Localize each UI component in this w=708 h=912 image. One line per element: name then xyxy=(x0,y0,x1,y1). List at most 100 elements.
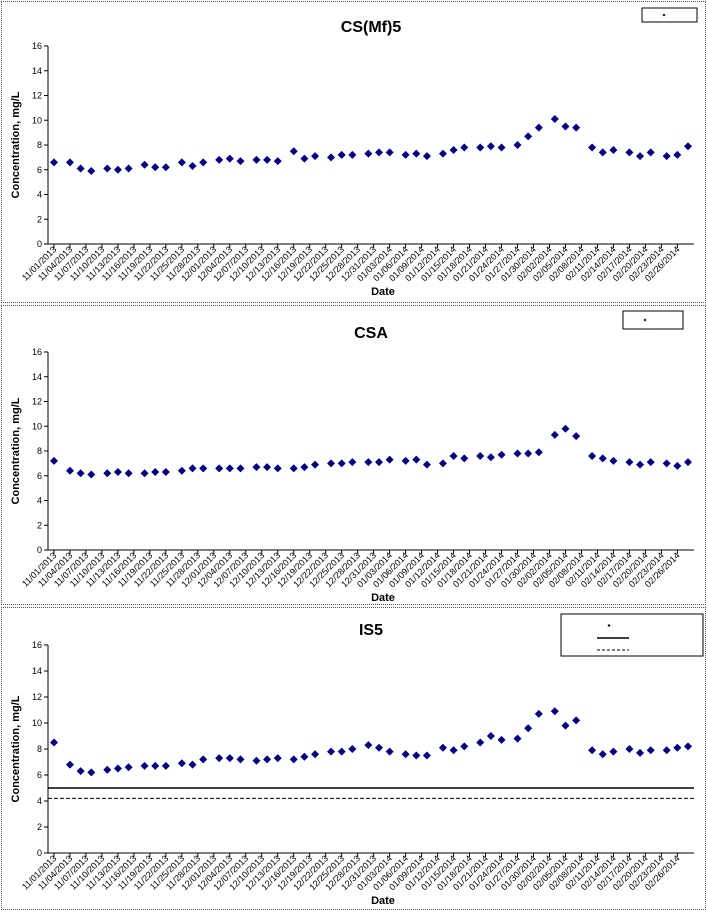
data-point xyxy=(215,464,224,473)
data-point xyxy=(662,152,671,161)
data-point xyxy=(225,754,234,763)
data-point xyxy=(673,150,682,159)
data-point xyxy=(113,764,122,773)
data-point xyxy=(684,458,692,467)
data-point xyxy=(103,765,112,774)
data-point xyxy=(497,735,506,744)
data-point xyxy=(476,738,485,747)
data-point xyxy=(87,470,96,479)
data-point xyxy=(401,750,410,759)
data-point xyxy=(263,155,272,164)
data-point xyxy=(374,148,383,157)
y-tick-label: 16 xyxy=(32,640,42,650)
data-point xyxy=(337,747,346,756)
data-point xyxy=(460,143,469,152)
data-point xyxy=(513,449,522,458)
data-point xyxy=(646,458,655,467)
data-point xyxy=(524,724,533,733)
legend xyxy=(641,7,698,23)
data-point xyxy=(486,142,495,151)
data-point xyxy=(188,464,197,473)
data-point xyxy=(348,745,357,753)
data-point xyxy=(140,160,149,169)
y-tick-label: 10 xyxy=(32,115,42,125)
data-point xyxy=(460,454,469,463)
y-tick-label: 12 xyxy=(32,91,42,101)
data-point xyxy=(684,142,692,151)
chart-panel-cs-mf5: CS(Mf)5 0 2 4 6 8 10 12 14 16 Concentration, mg/L 1… xyxy=(1,1,706,303)
data-point xyxy=(636,152,645,161)
data-point xyxy=(422,751,431,760)
data-point xyxy=(113,165,122,174)
data-point xyxy=(449,451,458,460)
data-point xyxy=(364,741,373,750)
data-point xyxy=(289,755,298,764)
y-tick-label: 0 xyxy=(37,848,42,858)
data-point xyxy=(673,461,682,470)
data-point xyxy=(236,755,245,764)
data-point xyxy=(572,432,581,441)
data-point xyxy=(50,158,58,167)
legend-box xyxy=(641,7,698,23)
data-point xyxy=(572,716,581,725)
data-point xyxy=(188,760,197,769)
data-point xyxy=(438,459,447,468)
chart-title: IS5 xyxy=(359,622,383,639)
y-tick-label: 12 xyxy=(32,692,42,702)
chart-panel-csa: CSA 0 2 4 6 8 10 12 14 16 Concentration, mg/L 11/01… xyxy=(1,305,706,605)
data-point xyxy=(364,149,373,158)
y-tick-label: 4 xyxy=(37,496,42,506)
data-point xyxy=(588,451,597,460)
legend-marker xyxy=(662,13,666,17)
data-point xyxy=(646,746,655,755)
data-point xyxy=(550,115,559,124)
data-point xyxy=(550,430,559,439)
data-point xyxy=(289,147,298,156)
data-point xyxy=(374,743,383,752)
data-point xyxy=(588,746,597,755)
y-tick-label: 16 xyxy=(32,347,42,357)
chart-panel-is5: IS5 0 2 4 6 8 10 12 14 16 Concentration, mg/L 11/01… xyxy=(1,607,706,910)
data-point xyxy=(273,754,282,763)
y-tick-label: 4 xyxy=(37,796,42,806)
data-point xyxy=(199,158,208,167)
data-point xyxy=(598,750,607,759)
data-point xyxy=(385,747,394,756)
data-point xyxy=(609,747,618,756)
data-point xyxy=(524,449,533,458)
data-point xyxy=(337,150,346,159)
data-point xyxy=(188,162,197,171)
data-point xyxy=(572,123,581,132)
data-point xyxy=(177,759,186,768)
data-point xyxy=(561,424,570,433)
data-point xyxy=(662,746,671,755)
data-point xyxy=(561,721,570,730)
data-point xyxy=(598,148,607,157)
data-point xyxy=(50,456,58,465)
data-point xyxy=(151,468,160,477)
data-point xyxy=(252,155,261,164)
data-point xyxy=(588,143,597,152)
data-point xyxy=(385,148,394,157)
data-point xyxy=(401,150,410,159)
data-point xyxy=(300,463,309,472)
data-point xyxy=(177,158,186,167)
data-point xyxy=(550,707,559,716)
data-point xyxy=(646,148,655,157)
data-point xyxy=(311,460,320,469)
data-point xyxy=(662,459,671,468)
x-axis-label: Date xyxy=(371,895,395,907)
data-point xyxy=(348,150,357,159)
data-point xyxy=(199,755,208,764)
x-axis-label: Date xyxy=(371,592,395,604)
y-tick-label: 14 xyxy=(32,372,42,382)
data-point xyxy=(412,149,421,158)
y-tick-label: 6 xyxy=(37,165,42,175)
data-point xyxy=(76,469,85,478)
data-point xyxy=(113,468,122,477)
data-point xyxy=(76,767,85,776)
data-point xyxy=(140,469,149,478)
data-point xyxy=(124,469,133,478)
